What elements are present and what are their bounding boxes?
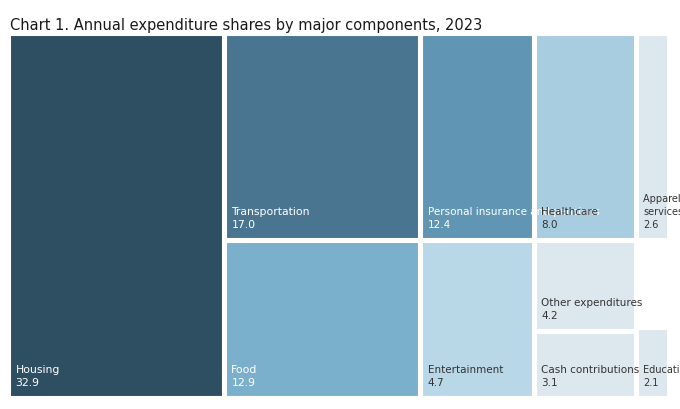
Bar	[226, 242, 420, 397]
Bar	[638, 329, 668, 397]
Bar	[422, 35, 533, 239]
Bar	[226, 35, 420, 239]
Bar	[10, 35, 223, 397]
Bar	[10, 35, 223, 397]
Text: Cash contributions
3.1: Cash contributions 3.1	[541, 365, 640, 388]
Bar	[536, 35, 635, 239]
Bar	[536, 242, 635, 330]
Text: Entertainment
4.7: Entertainment 4.7	[428, 365, 503, 388]
Text: Food
12.9: Food 12.9	[231, 365, 258, 388]
Bar	[226, 242, 420, 397]
Bar	[536, 35, 635, 239]
Text: Healthcare
8.0: Healthcare 8.0	[541, 207, 598, 230]
Text: Transportation
17.0: Transportation 17.0	[231, 207, 310, 230]
Bar	[536, 242, 635, 330]
Text: Other expenditures
4.2: Other expenditures 4.2	[541, 298, 643, 321]
Bar	[638, 329, 668, 397]
Bar	[422, 242, 533, 397]
Bar	[638, 35, 668, 239]
Bar	[536, 333, 635, 397]
Bar	[226, 35, 420, 239]
Bar	[536, 333, 635, 397]
Text: Chart 1. Annual expenditure shares by major components, 2023: Chart 1. Annual expenditure shares by ma…	[10, 18, 482, 34]
Text: Housing
32.9: Housing 32.9	[16, 365, 60, 388]
Bar	[422, 242, 533, 397]
Text: Personal insurance and pensions
12.4: Personal insurance and pensions 12.4	[428, 207, 600, 230]
Bar	[422, 35, 533, 239]
Bar	[638, 35, 668, 239]
Text: Apparel and
services
2.6: Apparel and services 2.6	[643, 194, 680, 230]
Text: Education
2.1: Education 2.1	[643, 365, 680, 388]
